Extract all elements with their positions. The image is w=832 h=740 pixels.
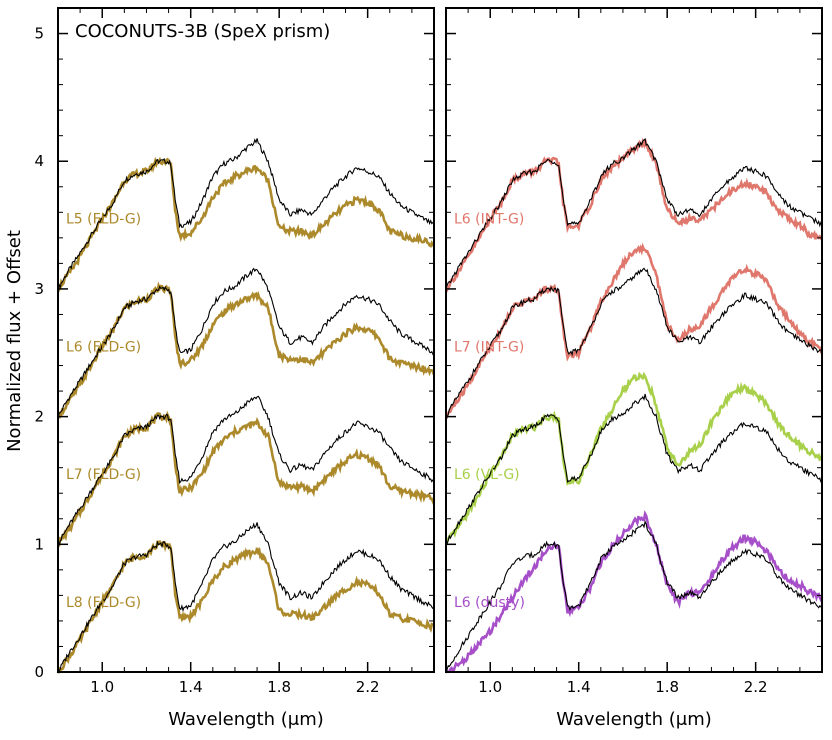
y-tick-label: 3 xyxy=(34,280,44,298)
x-tick-label: 2.2 xyxy=(744,678,768,696)
series-label: L7 (INT-G) xyxy=(454,339,524,355)
right-label-layer: L6 (INT-G) L7 (INT-G) L6 (VL-G) L6 (dusty) xyxy=(454,212,525,611)
left-label-layer: L5 (FLD-G) L6 (FLD-G) L7 (FLD-G) L8 (FLD-G) xyxy=(66,212,141,611)
x-tick-label: 1.4 xyxy=(567,678,591,696)
coconuts-3b-line-right-2 xyxy=(445,393,823,545)
x-tick-label: 1.8 xyxy=(655,678,679,696)
x-tick-label: 1.8 xyxy=(267,678,291,696)
y-tick-label: 0 xyxy=(34,663,44,681)
series-label: L5 (FLD-G) xyxy=(66,212,141,228)
x-tick-label: 1.0 xyxy=(90,678,114,696)
series-line-right-3 xyxy=(444,509,824,674)
series-label: L6 (VL-G) xyxy=(454,467,520,483)
series-line-left-2 xyxy=(56,410,436,548)
series-line-right-0 xyxy=(444,137,823,293)
coconuts-3b-line-left-0 xyxy=(57,138,435,292)
y-tick-label: 2 xyxy=(34,408,44,426)
right-plot-frame xyxy=(445,7,823,673)
coconuts-3b-line-left-2 xyxy=(57,395,435,547)
y-tick-label: 5 xyxy=(34,25,44,43)
x-tick-label: 1.4 xyxy=(179,678,203,696)
series-label: L6 (FLD-G) xyxy=(66,339,141,355)
panel-left: COCONUTS-3B (SpeX prism) L5 (FLD-G) L6 (F… xyxy=(34,7,436,730)
series-line-right-2 xyxy=(445,371,824,545)
x-axis-label-right: Wavelength (μm) xyxy=(556,709,712,730)
right-series-layer xyxy=(444,137,824,674)
coconuts-3b-line-left-1 xyxy=(57,267,435,419)
panel-title: COCONUTS-3B (SpeX prism) xyxy=(75,21,330,42)
series-line-left-0 xyxy=(56,156,436,293)
panel-right: L6 (INT-G)L7 (INT-G)L6 (VL-G)L6 (dusty) … xyxy=(444,7,824,730)
series-label: L6 (INT-G) xyxy=(454,212,524,228)
x-tick-label: 1.0 xyxy=(478,678,502,696)
x-tick-label: 2.2 xyxy=(356,678,380,696)
left-plot-frame xyxy=(57,7,435,673)
coconuts-3b-line-right-3 xyxy=(445,519,823,674)
series-line-right-1 xyxy=(444,242,824,420)
coconuts-3b-line-right-1 xyxy=(445,267,823,419)
series-label: L6 (dusty) xyxy=(454,595,525,611)
y-axis-label: Normalized flux + Offset xyxy=(4,230,25,452)
series-label: L7 (FLD-G) xyxy=(66,467,141,483)
series-label: L8 (FLD-G) xyxy=(66,595,141,611)
coconuts-3b-line-left-3 xyxy=(57,522,435,674)
y-tick-label: 1 xyxy=(34,535,44,553)
x-axis-label-left: Wavelength (μm) xyxy=(168,709,324,730)
coconuts-3b-line-right-0 xyxy=(445,137,823,289)
y-tick-label: 4 xyxy=(34,152,44,170)
left-series-layer xyxy=(56,138,436,674)
